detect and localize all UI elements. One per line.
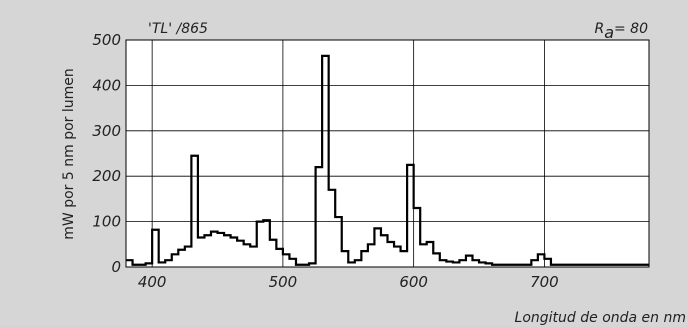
spectrum-line xyxy=(126,54,649,266)
y-tick-label: 300 xyxy=(92,122,121,140)
x-tick-label: 700 xyxy=(530,273,559,291)
chart-title-right: Ra= 80 xyxy=(594,21,648,42)
grid-lines xyxy=(126,40,649,267)
chart-title-right-main: R xyxy=(594,21,604,37)
x-axis-label: Longitud de onda en nm xyxy=(515,310,686,326)
y-axis-label: mW por 5 nm por lumen xyxy=(61,68,77,239)
y-tick-label: 200 xyxy=(92,167,121,185)
plot-border xyxy=(125,39,650,268)
y-tick-label: 0 xyxy=(111,258,121,276)
chart-title-right-sub: a xyxy=(604,23,614,42)
chart-title-left: 'TL' /865 xyxy=(148,21,208,37)
x-tick-labels: 400 500 600 700 xyxy=(138,273,559,291)
x-tick-label: 400 xyxy=(138,273,167,291)
x-tick-label: 600 xyxy=(399,273,428,291)
chart-title-right-tail: = 80 xyxy=(614,21,648,37)
y-tick-label: 400 xyxy=(92,76,121,94)
plot-area xyxy=(126,40,649,267)
x-tick-label: 500 xyxy=(269,273,298,291)
y-tick-label: 100 xyxy=(92,213,121,231)
y-tick-label: 500 xyxy=(92,31,121,49)
y-tick-labels: 0 100 200 300 400 500 xyxy=(92,31,121,276)
